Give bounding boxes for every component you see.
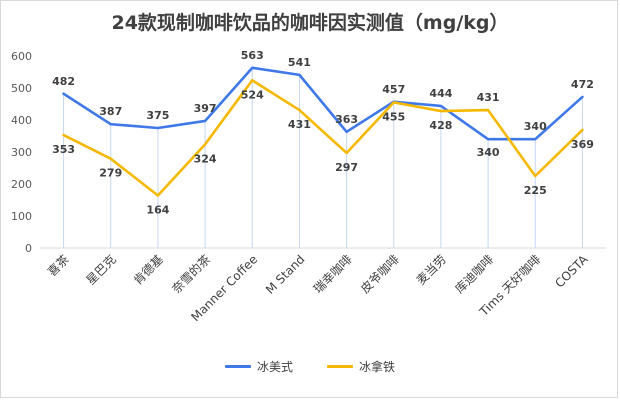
data-label-latte: 353 (52, 143, 75, 156)
legend-label-latte: 冰拿铁 (359, 360, 396, 374)
x-tick-label: 皮爷咖啡 (357, 252, 402, 297)
data-label-latte: 431 (288, 118, 311, 131)
y-tick-label: 100 (11, 210, 32, 223)
data-label-americano: 363 (335, 113, 358, 126)
data-label-americano: 387 (99, 105, 122, 118)
data-label-americano: 397 (194, 102, 217, 115)
legend-label-americano: 冰美式 (256, 360, 293, 374)
y-tick-label: 600 (11, 50, 32, 63)
x-tick-label: 瑞幸咖啡 (310, 252, 355, 297)
chart-title: 24款现制咖啡饮品的咖啡因实测值（mg/kg） (111, 12, 509, 34)
series-line-americano (62, 66, 584, 141)
legend-swatch-latte (327, 365, 353, 368)
data-label-latte: 369 (571, 138, 594, 151)
data-label-americano: 444 (429, 87, 452, 100)
x-tick-label: 奈雪的茶 (169, 252, 214, 297)
legend-swatch-americano (224, 365, 251, 368)
series-line-latte (62, 79, 584, 197)
data-label-americano: 472 (571, 78, 594, 91)
data-label-americano: 340 (524, 120, 547, 133)
data-label-latte: 455 (382, 110, 405, 123)
data-label-latte: 428 (429, 119, 452, 132)
data-label-americano: 340 (477, 146, 500, 159)
data-label-americano: 457 (382, 83, 405, 96)
data-label-latte: 279 (99, 167, 122, 180)
data-label-americano: 541 (288, 56, 311, 69)
legend-item-americano: 冰美式 (224, 358, 293, 375)
y-tick-label: 400 (11, 114, 32, 127)
x-tick-label: 喜茶 (44, 252, 72, 280)
x-tick-label: COSTA (552, 252, 591, 291)
x-tick-label: 库迪咖啡 (452, 252, 497, 297)
data-label-latte: 225 (524, 184, 547, 197)
y-tick-label: 500 (11, 82, 32, 95)
data-label-latte: 297 (335, 161, 358, 174)
legend-item-latte: 冰拿铁 (327, 358, 395, 375)
data-label-americano: 375 (146, 109, 169, 122)
chart-legend: 冰美式 冰拿铁 (0, 358, 620, 375)
y-tick-label: 0 (25, 242, 32, 255)
y-tick-label: 300 (11, 146, 32, 159)
data-label-americano: 482 (52, 75, 75, 88)
data-label-latte: 164 (146, 204, 169, 217)
data-label-americano: 563 (241, 49, 264, 62)
data-label-latte: 324 (194, 152, 217, 165)
y-tick-label: 200 (11, 178, 32, 191)
data-label-latte: 431 (477, 91, 500, 104)
x-tick-label: M Stand (263, 252, 308, 297)
data-label-latte: 524 (241, 88, 264, 101)
x-tick-label: 肯德基 (130, 252, 166, 288)
x-tick-label: 星巴克 (84, 252, 119, 287)
x-tick-label: 麦当劳 (414, 252, 449, 287)
